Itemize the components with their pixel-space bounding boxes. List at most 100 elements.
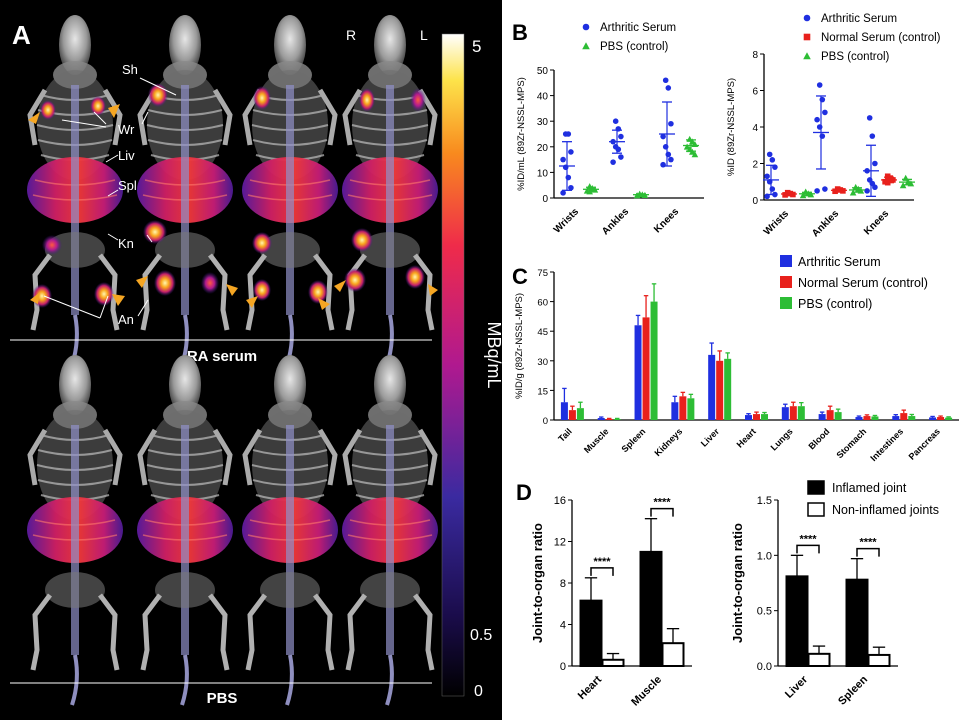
- data-point: [615, 126, 622, 132]
- chart-d-right: 0.0 0.5 1.0 1.5 Joint-to-organ ratio Liver Spl…: [730, 480, 939, 708]
- significance-label: ****: [593, 556, 611, 568]
- bar-normal-serum-control-kidneys: [679, 396, 687, 420]
- legend-arthritic-serum: Arthritic Serum: [821, 13, 897, 25]
- x-tick-label-wrists: Wrists: [552, 206, 582, 236]
- mouse-pbs-3: [242, 355, 338, 705]
- panel-a-imaging: Sh Wr Liv Spl Kn An A R L RA serum PBS 5…: [0, 0, 502, 720]
- y-tick-label: 12: [554, 537, 566, 549]
- chart-d-left: 0 4 8 12 16 Joint-to-organ ratio Heart Muscle **…: [530, 495, 692, 708]
- legend-non-inflamed-joints: Non-inflamed joints: [832, 503, 939, 517]
- bar-arthritic-serum-tail: [560, 402, 568, 420]
- y-tick-label: 0: [752, 196, 758, 207]
- x-tick-label-liver: Liver: [783, 673, 811, 701]
- data-point: [610, 159, 616, 165]
- x-tick-label-muscle: Muscle: [629, 674, 664, 709]
- legend-swatch-inflamed-joint: [807, 480, 825, 495]
- data-point: [668, 156, 674, 163]
- y-tick-label: 0: [560, 661, 566, 673]
- side-label-l: L: [420, 27, 428, 43]
- chart-b-left: 0 10 20 30 40 50 %ID/mL (89Zr-NSSL-MPS) Arthrit…: [516, 22, 704, 237]
- bar-inflamed-joint-muscle: [639, 550, 663, 667]
- data-point: [660, 161, 666, 168]
- bar-arthritic-serum-heart: [745, 415, 752, 420]
- y-tick-label: 8: [752, 50, 758, 61]
- y-tick-label: 0.5: [757, 606, 772, 618]
- bar-pbs-control-stomach: [871, 416, 879, 420]
- bar-arthritic-serum-pancreas: [929, 417, 937, 420]
- legend-arthritic-serum: Arthritic Serum: [600, 22, 676, 34]
- data-point: [612, 118, 619, 124]
- panel-label-b: B: [512, 20, 528, 45]
- bar-normal-serum-control-tail: [568, 410, 576, 420]
- data-point: [769, 186, 776, 192]
- mouse-ra-4: [342, 15, 438, 365]
- data-point: [803, 52, 811, 60]
- bar-normal-serum-control-spleen: [642, 317, 650, 420]
- bar-pbs-control-blood: [834, 412, 842, 420]
- y-axis-label: Joint-to-organ ratio: [730, 523, 745, 643]
- group-label-ra: RA serum: [187, 348, 257, 365]
- bar-pbs-control-pancreas: [945, 417, 953, 420]
- x-tick-label-muscle: Muscle: [582, 426, 611, 455]
- y-tick-label: 50: [537, 66, 549, 77]
- data-point: [665, 85, 672, 91]
- x-tick-label-knees: Knees: [862, 208, 891, 237]
- data-point: [615, 146, 622, 153]
- data-point: [872, 160, 878, 167]
- x-tick-label-spleen: Spleen: [836, 673, 870, 707]
- mouse-pbs-1: [27, 355, 123, 705]
- x-tick-label-stomach: Stomach: [834, 426, 868, 460]
- y-tick-label: 15: [537, 386, 548, 397]
- y-tick-label: 16: [554, 495, 566, 507]
- annotation-sh: Sh: [122, 62, 138, 77]
- bar-inflamed-joint-heart: [579, 599, 603, 668]
- legend-normal-serum-control: Normal Serum (control): [798, 276, 928, 290]
- x-tick-label-spleen: Spleen: [620, 426, 648, 454]
- y-tick-label: 1.0: [757, 550, 772, 562]
- y-tick-label: 60: [537, 298, 548, 309]
- bar-normal-serum-control-liver: [716, 360, 724, 420]
- y-tick-label: 4: [560, 620, 566, 632]
- x-tick-label-heart: Heart: [735, 426, 758, 449]
- y-tick-label: 10: [537, 168, 549, 179]
- data-point: [565, 131, 572, 137]
- bar-arthritic-serum-stomach: [855, 417, 863, 420]
- x-tick-label-liver: Liver: [699, 426, 722, 449]
- bar-non-inflamed-joints-muscle: [661, 642, 685, 667]
- legend-pbs-control: PBS (control): [798, 297, 872, 311]
- significance-label: ****: [799, 533, 817, 545]
- bar-inflamed-joint-liver: [785, 575, 809, 667]
- data-point: [691, 151, 699, 158]
- data-point: [668, 120, 674, 127]
- bar-non-inflamed-joints-heart: [601, 658, 625, 668]
- bar-normal-serum-control-pancreas: [937, 417, 945, 420]
- y-axis-label: %ID (89Zr-NSSL-MPS): [726, 78, 737, 176]
- bar-pbs-control-kidneys: [687, 398, 695, 420]
- bar-arthritic-serum-blood: [818, 414, 826, 420]
- mouse-pbs-2: [137, 355, 233, 705]
- significance-bracket: [590, 567, 614, 576]
- bar-pbs-control-muscle: [613, 419, 621, 420]
- significance-bracket: [856, 547, 880, 557]
- y-axis-label: %ID/mL (89Zr-NSSL-MPS): [516, 77, 527, 191]
- charts-area: B C D 0 10 20 30 40 50 %ID/mL (89Zr-NSSL-MPS) A…: [502, 0, 970, 720]
- colorbar-min: 0: [474, 683, 483, 700]
- data-point: [803, 14, 811, 22]
- mouse-ra-2: [137, 15, 233, 365]
- panel-a-svg: Sh Wr Liv Spl Kn An A R L RA serum PBS 5…: [10, 0, 502, 720]
- significance-label: ****: [859, 537, 877, 549]
- y-tick-label: 30: [537, 117, 549, 128]
- mouse-pbs-4: [342, 355, 438, 705]
- annotation-kn: Kn: [118, 236, 134, 251]
- bar-normal-serum-control-muscle: [605, 419, 613, 420]
- data-point: [764, 173, 770, 180]
- bar-pbs-control-lungs: [797, 406, 805, 420]
- x-tick-label-knees: Knees: [652, 206, 681, 235]
- y-tick-label: 0.0: [757, 661, 772, 673]
- data-point: [582, 23, 590, 31]
- data-point: [864, 188, 870, 194]
- y-axis-label: Joint-to-organ ratio: [530, 523, 545, 643]
- data-point: [618, 133, 624, 140]
- data-point: [819, 96, 826, 103]
- data-point: [618, 154, 624, 160]
